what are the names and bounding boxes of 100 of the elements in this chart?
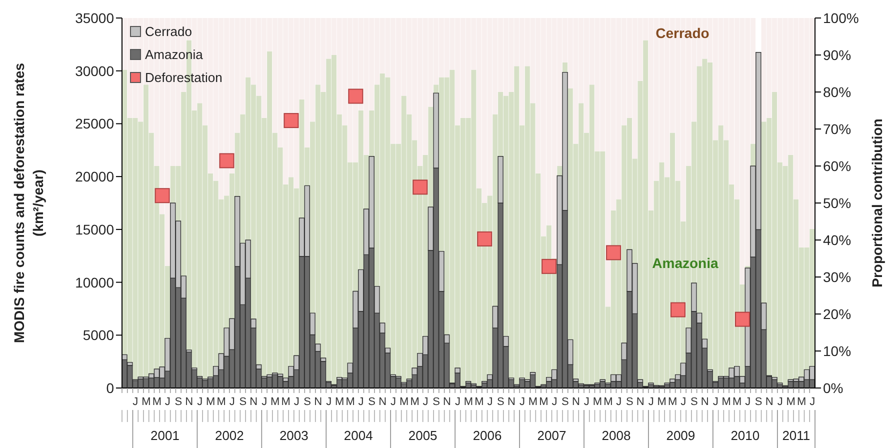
- x-tick-label: M: [539, 396, 548, 408]
- x-tick-label: J: [422, 396, 428, 408]
- x-tick-label: J: [552, 396, 558, 408]
- x-tick-label: S: [690, 396, 698, 408]
- x-tick-label: N: [508, 396, 516, 408]
- y2-tick-label: 40%: [823, 232, 852, 248]
- x-tick-label: N: [378, 396, 387, 408]
- text: 2011: [781, 428, 812, 443]
- x-tick-label: J: [712, 396, 718, 408]
- x-tick-label: N: [572, 396, 580, 408]
- x-tick-label: M: [346, 396, 355, 408]
- x-tick-label: M: [796, 396, 806, 408]
- x-tick-label: S: [304, 396, 312, 408]
- y2-tick-label: 70%: [823, 120, 852, 137]
- x-tick-label: N: [700, 396, 709, 408]
- text: 2006: [472, 428, 503, 443]
- x-tick-label: N: [765, 396, 774, 408]
- x-tick-label: S: [174, 396, 182, 408]
- y2-tick-label: 10%: [823, 342, 852, 359]
- x-tick-label: M: [592, 396, 602, 408]
- x-tick-label: M: [722, 396, 731, 408]
- x-tick-label: N: [443, 396, 452, 408]
- y2-tick-label: 50%: [823, 194, 852, 211]
- text: 2009: [665, 428, 696, 443]
- x-tick-label: J: [132, 396, 138, 408]
- x-tick-label: M: [464, 396, 474, 408]
- text: 2007: [536, 428, 568, 443]
- x-tick-label: S: [562, 396, 569, 408]
- x-tick-label: J: [519, 396, 525, 408]
- y-tick-label: 0: [106, 380, 114, 396]
- y2-tick-label: 100%: [823, 10, 859, 26]
- x-tick-label: M: [152, 396, 162, 408]
- x-tick-label: J: [745, 396, 751, 408]
- x-tick-label: N: [314, 396, 322, 408]
- y-tick-label: 25000: [75, 116, 114, 132]
- x-tick-label: M: [399, 396, 409, 408]
- text: 2004: [342, 428, 374, 443]
- x-tick-label: S: [497, 396, 504, 408]
- y-axis-title: MODIS fire counts and deforestation rates (km²/year): [10, 62, 47, 346]
- y-tick-label: 5000: [82, 327, 114, 344]
- x-tick-label: M: [657, 396, 666, 408]
- y-tick-label: 20000: [75, 168, 114, 185]
- x-tick-label: J: [810, 396, 816, 408]
- x-tick-label: J: [455, 396, 461, 408]
- series-label: Cerrado: [656, 25, 710, 42]
- text: 2005: [407, 428, 438, 443]
- x-tick-label: M: [142, 396, 151, 408]
- x-tick-label: J: [262, 396, 268, 408]
- x-tick-label: J: [390, 396, 396, 408]
- x-tick-label: M: [604, 396, 613, 408]
- y2-axis-title: Proportional contribution: [869, 118, 886, 290]
- text: 2010: [730, 428, 761, 443]
- x-tick-label: J: [584, 396, 590, 408]
- x-tick-label: J: [777, 396, 783, 408]
- x-tick-label: M: [732, 396, 742, 408]
- x-tick-label: J: [648, 396, 654, 408]
- x-tick-label: J: [164, 396, 170, 408]
- legend-label: Cerrado: [145, 23, 192, 41]
- x-tick-label: J: [197, 396, 203, 408]
- y-tick-label: 30000: [75, 62, 114, 79]
- x-tick-label: S: [239, 396, 247, 408]
- x-tick-label: M: [786, 396, 796, 408]
- x-tick-label: N: [636, 396, 644, 408]
- y2-tick-label: 20%: [823, 306, 852, 322]
- x-tick-label: M: [668, 396, 678, 408]
- x-tick-label: M: [216, 396, 226, 408]
- x-tick-label: S: [626, 396, 634, 408]
- y-tick-label: 35000: [75, 10, 114, 26]
- x-tick-label: M: [410, 396, 420, 408]
- legend-label: Amazonia: [145, 46, 203, 64]
- x-tick-label: J: [229, 396, 235, 408]
- y2-tick-label: 30%: [823, 268, 852, 285]
- x-tick-label: M: [281, 396, 290, 408]
- y-tick-label: 15000: [75, 221, 114, 238]
- text: 2001: [150, 428, 180, 443]
- x-tick-label: J: [358, 396, 364, 408]
- y2-tick-label: 60%: [823, 158, 852, 174]
- x-tick-label: S: [368, 396, 376, 408]
- x-tick-label: J: [487, 396, 493, 408]
- y2-tick-label: 90%: [823, 46, 852, 63]
- text: 2002: [214, 428, 245, 443]
- x-tick-label: S: [754, 396, 762, 408]
- x-tick-label: M: [474, 396, 484, 408]
- x-tick-label: M: [206, 396, 216, 408]
- y2-tick-label: 80%: [823, 84, 852, 100]
- x-tick-label: J: [326, 396, 332, 408]
- x-tick-label: J: [680, 396, 686, 408]
- y-tick-label: 10000: [75, 274, 114, 290]
- x-tick-label: N: [185, 396, 194, 408]
- x-tick-label: M: [270, 396, 280, 408]
- x-tick-label: J: [294, 396, 300, 408]
- y2-tick-label: 0%: [823, 380, 844, 396]
- series-label: Amazonia: [652, 254, 718, 271]
- text: 2003: [278, 428, 310, 443]
- legend-label: Deforestation: [145, 69, 222, 87]
- x-tick-label: J: [616, 396, 622, 408]
- x-tick-label: M: [334, 396, 344, 408]
- text: 2008: [600, 428, 632, 443]
- x-tick-label: S: [432, 396, 440, 408]
- x-tick-label: M: [528, 396, 538, 408]
